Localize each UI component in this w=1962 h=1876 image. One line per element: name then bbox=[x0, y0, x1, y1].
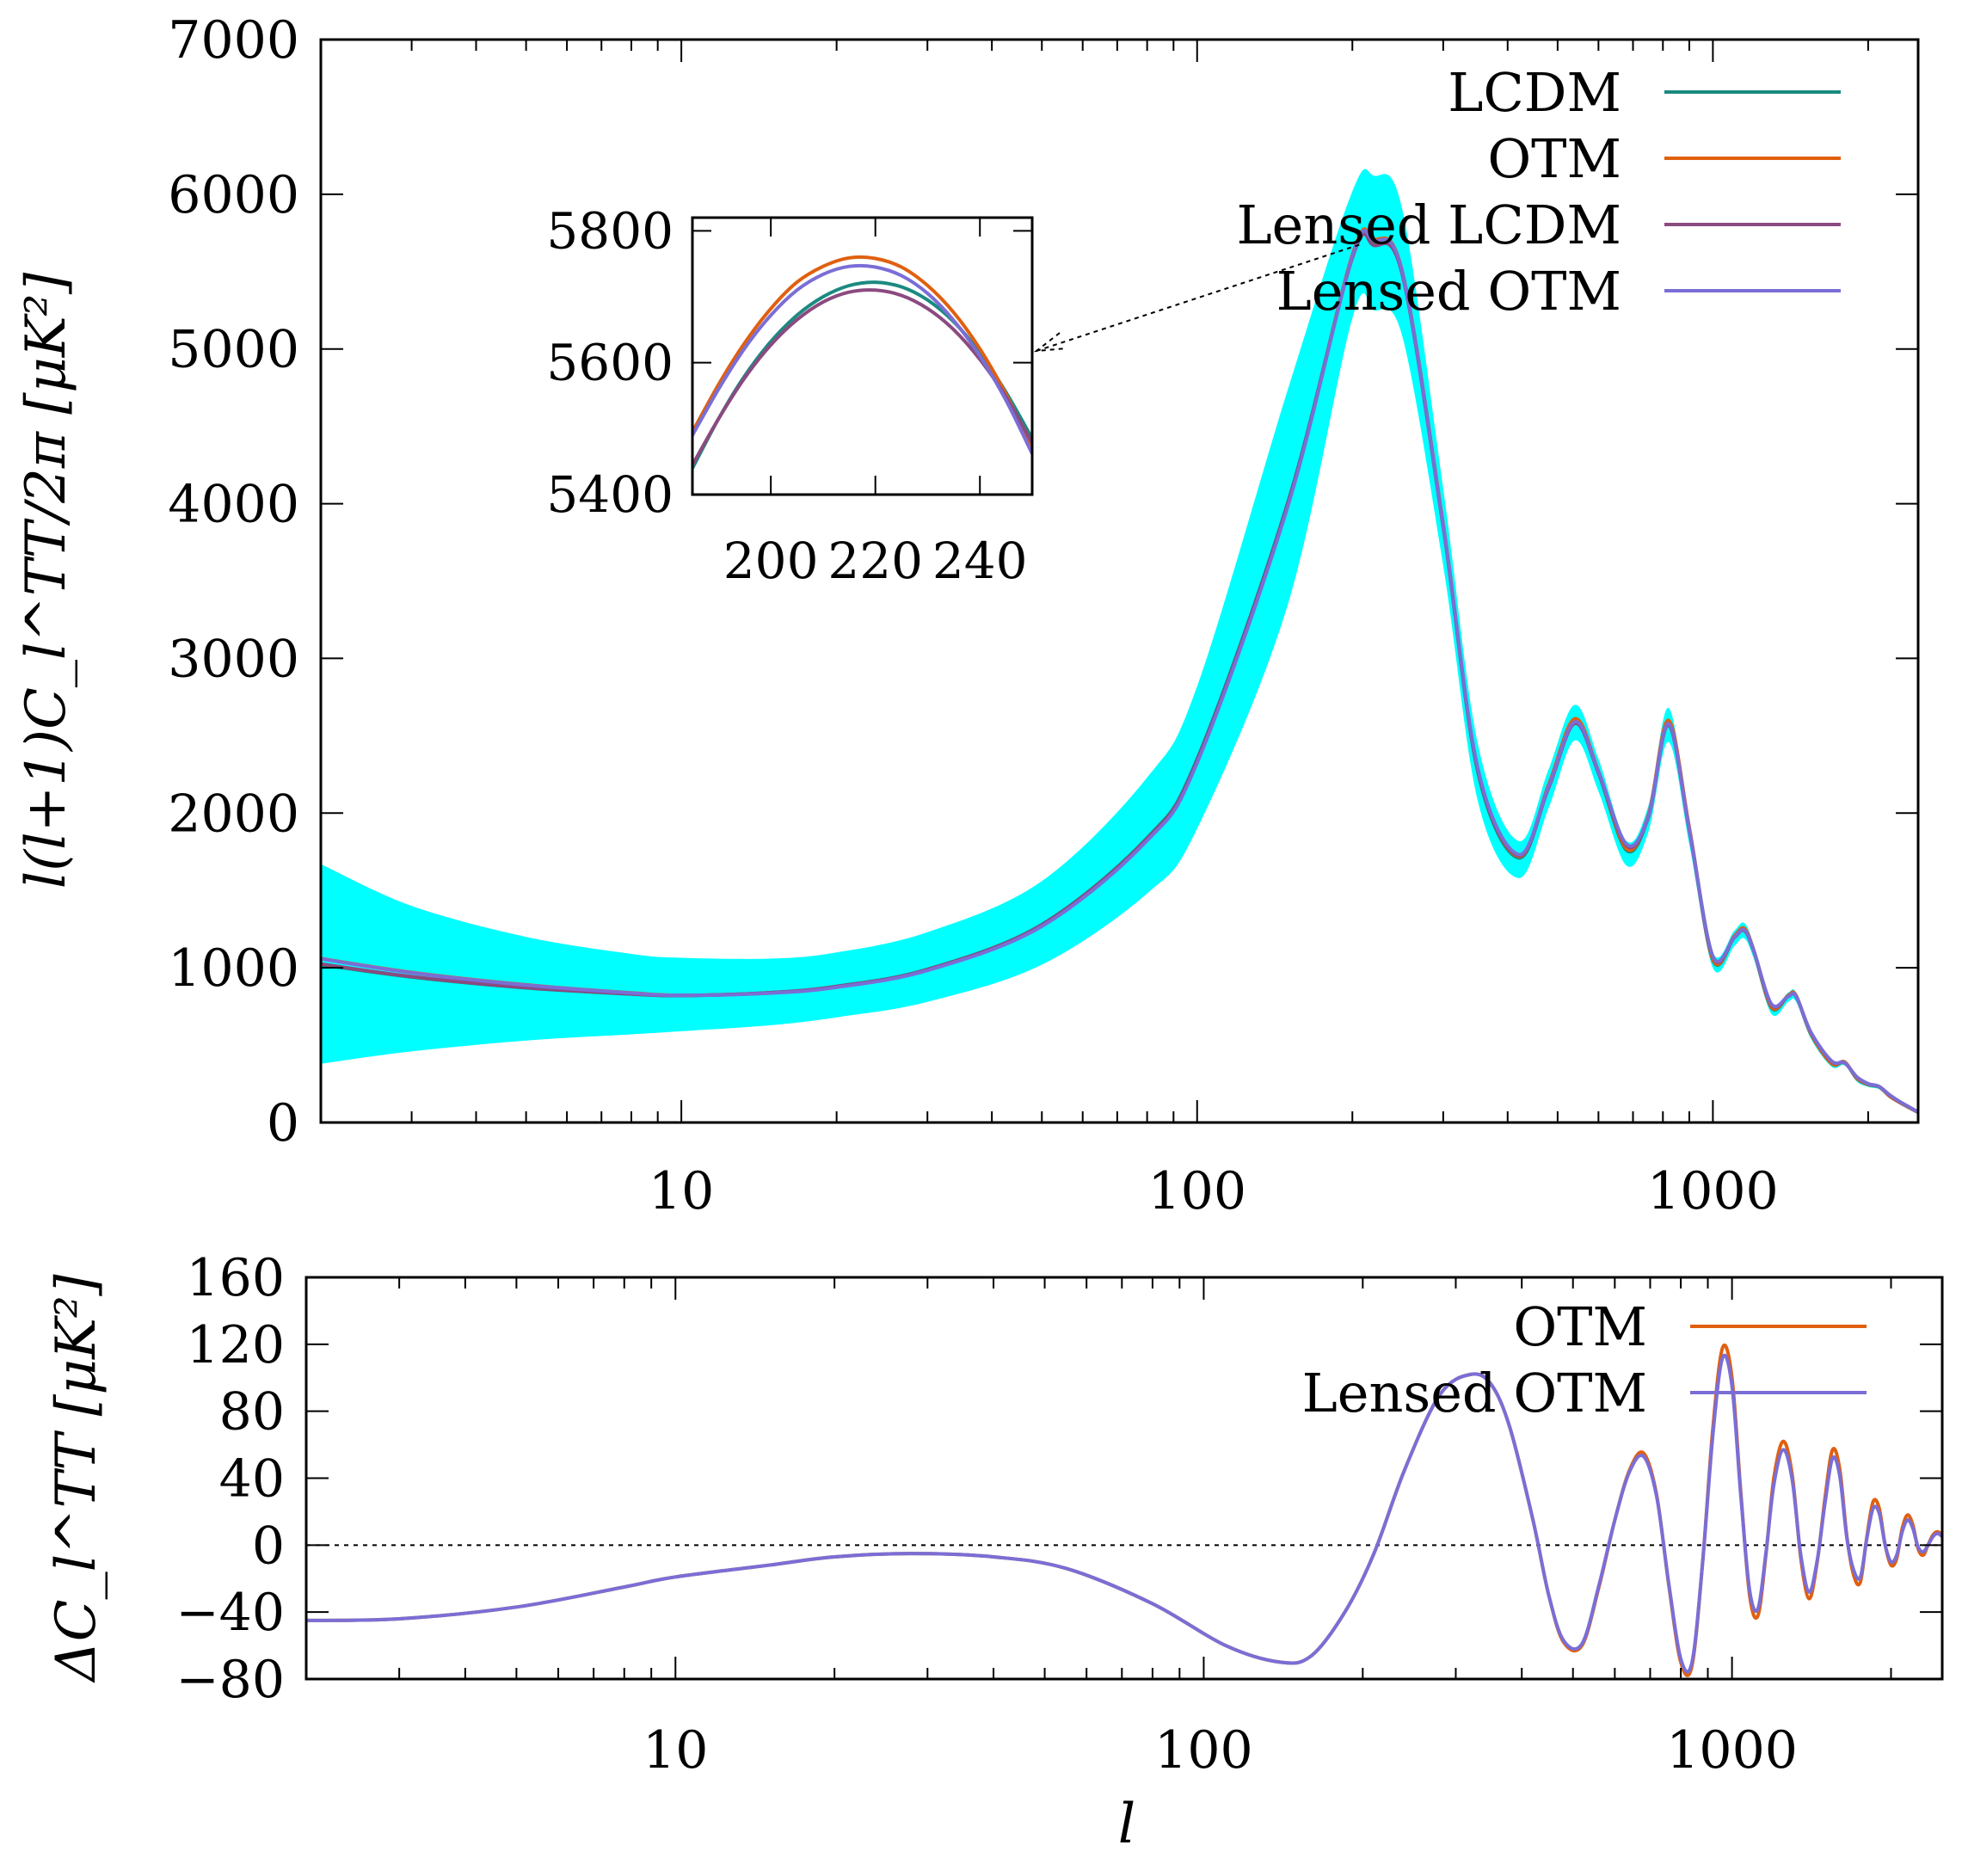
main-ytick-label: 6000 bbox=[168, 165, 299, 225]
inset-curves bbox=[691, 255, 1034, 470]
main-ytick-label: 1000 bbox=[168, 938, 299, 999]
difference-ytick-label: 80 bbox=[219, 1382, 285, 1442]
difference-legend-label: OTM bbox=[1513, 1295, 1647, 1358]
peak-inset: 200 220 240 5400 5600 5800 bbox=[546, 201, 1034, 590]
inset-pointer-arrow bbox=[1033, 243, 1364, 353]
main-xtick-label: 100 bbox=[1147, 1161, 1246, 1221]
main-ytick-label: 7000 bbox=[168, 10, 299, 71]
main-ytick-label: 3000 bbox=[168, 629, 299, 689]
inset-xtick-label: 220 bbox=[827, 532, 923, 590]
difference-ytick-label: 160 bbox=[186, 1248, 285, 1308]
main-xtick-label: 10 bbox=[649, 1161, 714, 1221]
difference-xtick-label: 10 bbox=[643, 1720, 708, 1781]
main-legend-label: OTM bbox=[1487, 127, 1621, 190]
inset-xtick-label: 240 bbox=[932, 532, 1028, 590]
difference-ytick-label: −40 bbox=[175, 1583, 285, 1643]
inset-series-line-2 bbox=[691, 255, 1034, 450]
main-ytick-label: 5000 bbox=[168, 320, 299, 380]
main-legend-label: LCDM bbox=[1448, 61, 1621, 124]
spectrum-curves bbox=[320, 227, 1920, 1115]
difference-series-line-2 bbox=[305, 1353, 1944, 1674]
difference-ytick-label: 0 bbox=[252, 1516, 285, 1576]
difference-legend-label: Lensed OTM bbox=[1302, 1362, 1647, 1424]
main-legend-label: Lensed OTM bbox=[1276, 260, 1621, 323]
inset-ytick-label: 5800 bbox=[546, 201, 673, 260]
main-ticks: 10 100 1000 0 1000 2000 3000 4000 5000 6000 7000 bbox=[168, 10, 1918, 1221]
main-ytick-label: 4000 bbox=[168, 475, 299, 535]
difference-ytick-label: −80 bbox=[175, 1650, 285, 1710]
cosmic-variance-band bbox=[321, 169, 1918, 1114]
inset-series-line-4 bbox=[691, 263, 1034, 455]
main-plot-frame bbox=[319, 38, 1920, 1124]
inset-ticks: 200 220 240 5400 5600 5800 bbox=[546, 201, 1032, 590]
inset-ytick-label: 5400 bbox=[546, 465, 673, 524]
main-ylabel: l(l+1)C_l^TT/2π [μK²] bbox=[15, 272, 78, 889]
inset-series-line-3 bbox=[691, 288, 1034, 466]
difference-xtick-label: 1000 bbox=[1666, 1720, 1798, 1781]
difference-xtick-label: 100 bbox=[1154, 1720, 1253, 1781]
series-line-4 bbox=[320, 229, 1920, 1114]
inset-xtick-label: 200 bbox=[723, 532, 819, 590]
difference-curves bbox=[305, 1344, 1944, 1677]
main-xtick-label: 1000 bbox=[1647, 1161, 1779, 1221]
difference-ticks: 10 100 1000 −80 −40 040 80 120 160 bbox=[175, 1248, 1942, 1781]
main-ytick-label: 2000 bbox=[168, 784, 299, 844]
main-legend-label: Lensed LCDM bbox=[1236, 194, 1621, 256]
x-axis-label: l bbox=[1118, 1793, 1135, 1856]
main-spectrum-panel: 10 100 1000 0 1000 2000 3000 4000 5000 6000 7000 L… bbox=[15, 10, 1920, 1221]
inset-ytick-label: 5600 bbox=[546, 334, 673, 392]
difference-ytick-label: 120 bbox=[186, 1315, 285, 1375]
inset-frame bbox=[691, 216, 1034, 496]
difference-ytick-label: 40 bbox=[219, 1449, 285, 1510]
main-ytick-label: 0 bbox=[267, 1093, 299, 1153]
difference-ylabel: ΔC_l^TT [μK²] bbox=[45, 1273, 108, 1683]
variance-band-area bbox=[321, 169, 1918, 1114]
